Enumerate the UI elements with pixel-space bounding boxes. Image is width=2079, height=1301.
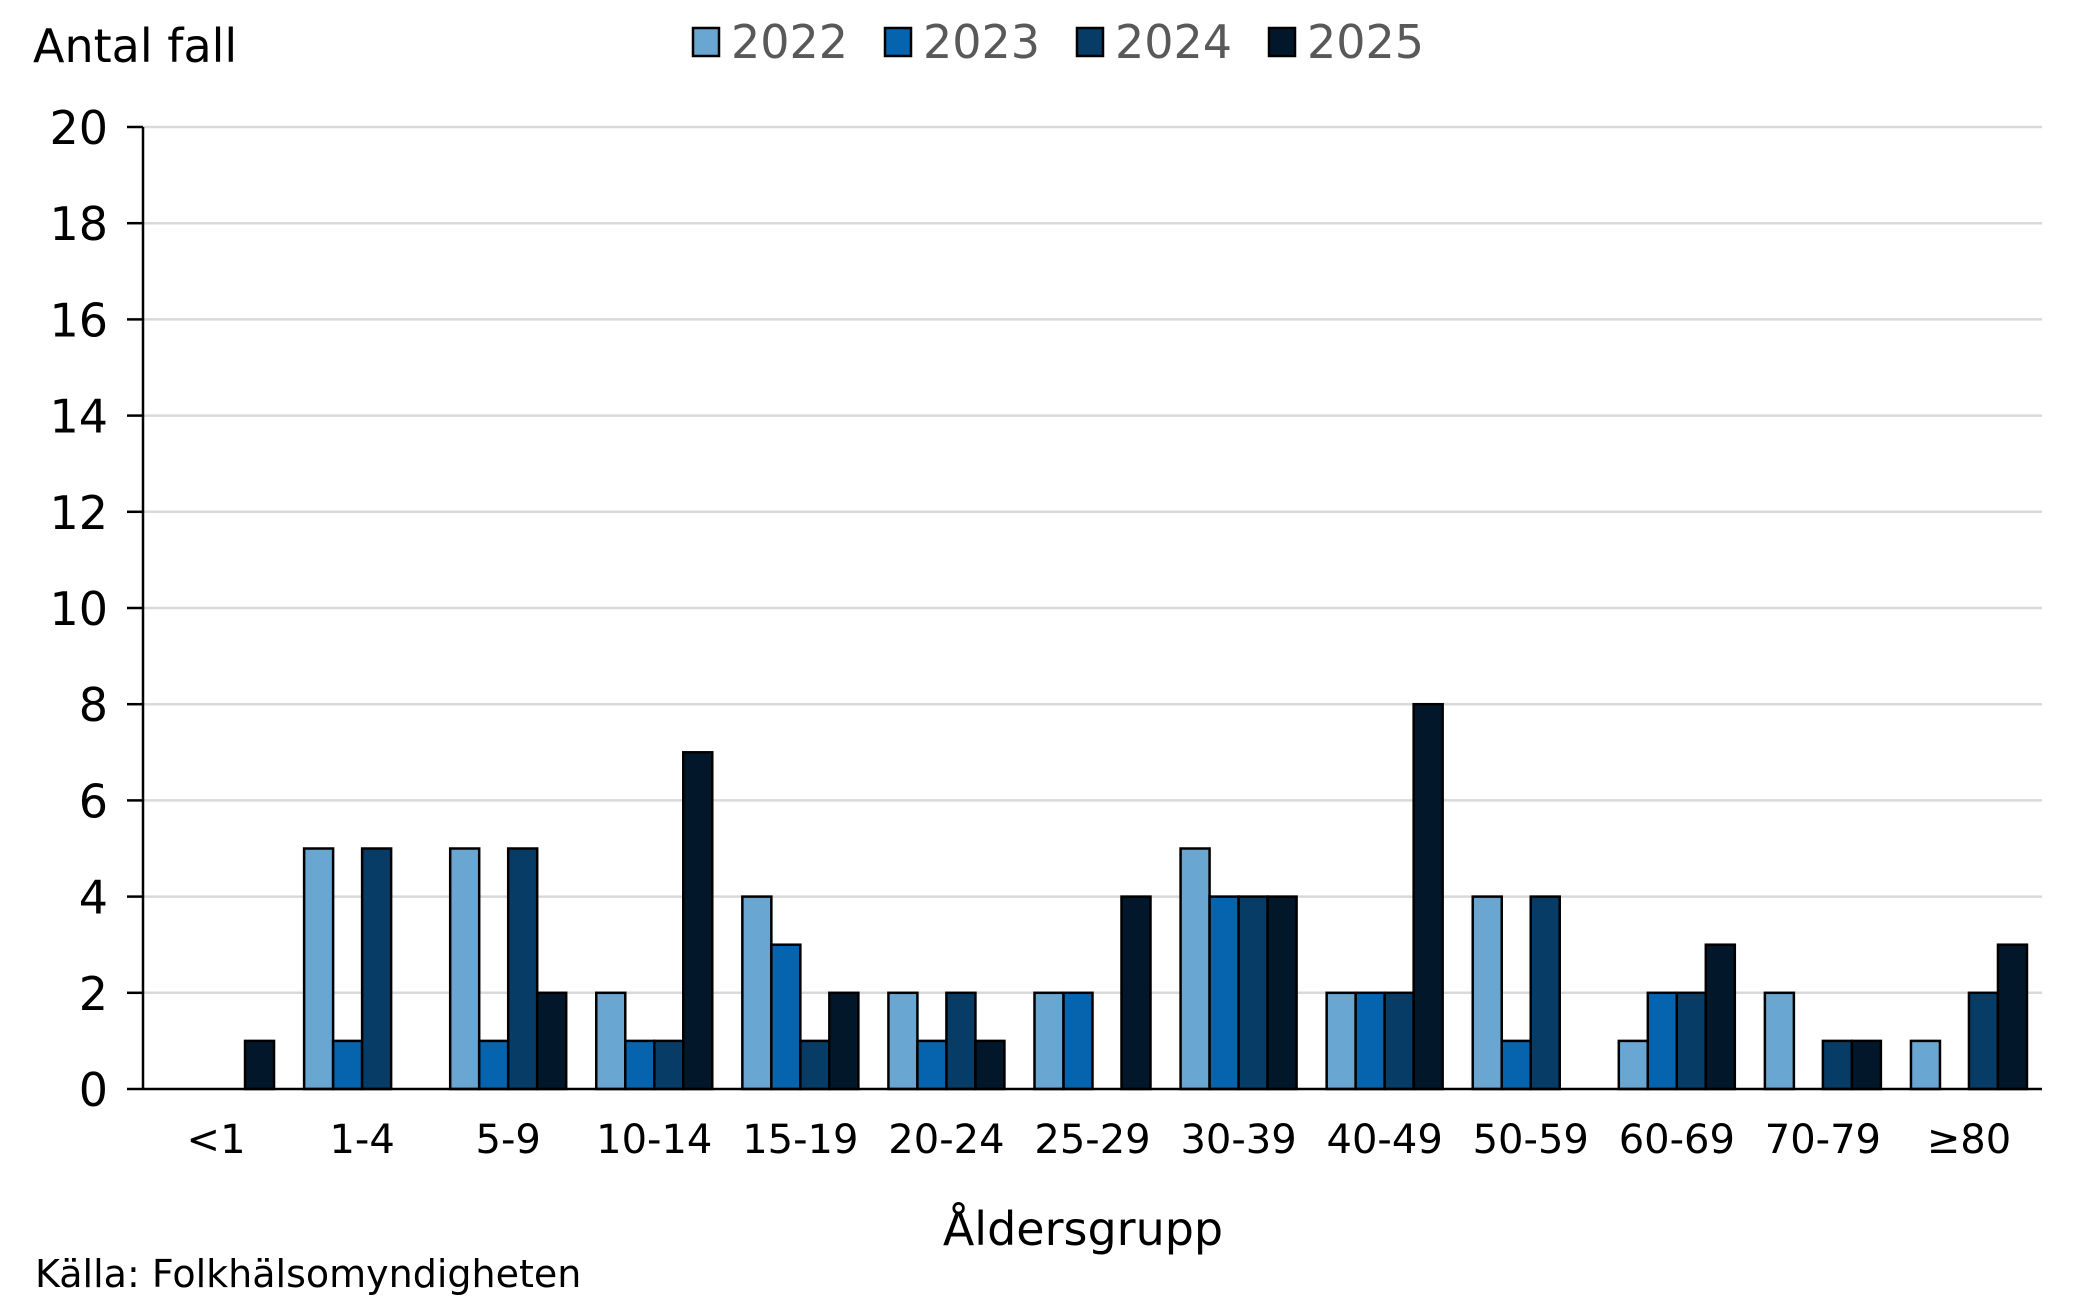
legend-swatch-2025 <box>1267 26 1297 58</box>
bar-2022-60-69 <box>1617 1039 1650 1091</box>
bar-2025-≥80 <box>1996 943 2029 1091</box>
bar-2024-10-14 <box>653 1039 685 1091</box>
x-tick-label: <1 <box>187 1117 246 1163</box>
x-tick-label: 20-24 <box>888 1117 1004 1163</box>
bar-2024-30-39 <box>1237 895 1269 1091</box>
bar-2023-5-9 <box>477 1039 510 1091</box>
bar-2023-10-14 <box>624 1039 656 1091</box>
bar-2024-5-9 <box>506 847 539 1091</box>
bar-2022-1-4 <box>302 847 335 1091</box>
bar-2024-70-79 <box>1821 1039 1854 1091</box>
x-tick-label: 50-59 <box>1473 1117 1589 1163</box>
x-tick-label: 15-19 <box>742 1117 858 1163</box>
x-tick-label: 5-9 <box>476 1117 541 1163</box>
y-axis-label: Antal fall <box>33 19 237 73</box>
legend: 2022 2023 2024 2025 <box>691 15 1424 69</box>
legend-label-2024: 2024 <box>1115 15 1232 69</box>
gridlines <box>143 125 2042 995</box>
bars <box>243 702 2029 1091</box>
y-tick-label: 18 <box>49 197 108 251</box>
bar-2022-40-49 <box>1325 991 1357 1091</box>
bar-2022-15-19 <box>741 895 773 1091</box>
bar-2022-50-59 <box>1471 895 1503 1091</box>
bar-2022-30-39 <box>1179 847 1211 1091</box>
bar-2024-≥80 <box>1967 991 2000 1091</box>
y-tick-label: 12 <box>49 486 108 540</box>
x-tick-labels: <1 1-4 5-9 10-14 15-19 20-24 25-29 30-39 40-49 50… <box>187 1117 2012 1163</box>
y-tick-label: 6 <box>79 774 108 828</box>
legend-label-2023: 2023 <box>923 15 1040 69</box>
bar-2024-1-4 <box>360 847 393 1091</box>
legend-label-2025: 2025 <box>1307 15 1424 69</box>
bar-2023-25-29 <box>1062 991 1094 1091</box>
bar-2023-20-24 <box>916 1039 948 1091</box>
legend-swatch-2023 <box>883 26 913 58</box>
y-tick-label: 8 <box>79 678 108 732</box>
bar-2024-60-69 <box>1675 991 1708 1091</box>
y-tick-label: 14 <box>49 390 108 444</box>
x-tick-label: 60-69 <box>1619 1117 1735 1163</box>
bar-2025-15-19 <box>828 991 860 1091</box>
bar-2022-10-14 <box>595 991 627 1091</box>
bar-2023-1-4 <box>331 1039 364 1091</box>
legend-swatch-2022 <box>691 26 721 58</box>
bar-2022-20-24 <box>887 991 919 1091</box>
bar-2025-30-39 <box>1266 895 1298 1091</box>
bar-2023-30-39 <box>1208 895 1240 1091</box>
bar-2025-40-49 <box>1412 702 1444 1091</box>
y-tick-label: 2 <box>79 967 108 1021</box>
bar-2022-70-79 <box>1763 991 1796 1091</box>
bar-2023-15-19 <box>770 943 802 1091</box>
y-tick-label: 0 <box>79 1063 108 1117</box>
bar-2025-60-69 <box>1704 943 1737 1091</box>
x-tick-label: 1-4 <box>329 1117 394 1163</box>
bar-2025-10-14 <box>682 751 714 1091</box>
y-tick-label: 4 <box>79 871 108 925</box>
x-tick-label: 25-29 <box>1034 1117 1150 1163</box>
bar-2024-50-59 <box>1529 895 1561 1091</box>
bar-2024-40-49 <box>1383 991 1415 1091</box>
bar-2025-25-29 <box>1120 895 1152 1091</box>
x-tick-label: 40-49 <box>1327 1117 1443 1163</box>
x-axis-label: Åldersgrupp <box>943 1202 1223 1256</box>
bar-2023-50-59 <box>1500 1039 1532 1091</box>
bar-2023-60-69 <box>1646 991 1679 1091</box>
x-tick-label: 30-39 <box>1180 1117 1296 1163</box>
bar-2025-<1 <box>243 1039 276 1091</box>
source-note: Källa: Folkhälsomyndigheten <box>35 1252 582 1296</box>
bar-2024-20-24 <box>945 991 977 1091</box>
bar-2022-5-9 <box>448 847 481 1091</box>
bar-2025-5-9 <box>535 991 568 1091</box>
y-tick-labels: 0 2 4 6 8 10 12 14 16 18 20 <box>49 101 108 1117</box>
bar-2024-15-19 <box>799 1039 831 1091</box>
bar-2022-≥80 <box>1909 1039 1942 1091</box>
bar-2025-20-24 <box>974 1039 1006 1091</box>
legend-label-2022: 2022 <box>731 15 848 69</box>
x-tick-label: 70-79 <box>1765 1117 1881 1163</box>
axes <box>127 125 2042 1091</box>
y-tick-label: 10 <box>49 582 108 636</box>
bar-2025-70-79 <box>1850 1039 1883 1091</box>
y-tick-label: 16 <box>49 293 108 347</box>
bar-2023-40-49 <box>1354 991 1386 1091</box>
legend-swatch-2024 <box>1075 26 1105 58</box>
x-tick-label: 10-14 <box>596 1117 712 1163</box>
x-tick-label: ≥80 <box>1927 1117 2011 1163</box>
y-tick-label: 20 <box>49 101 108 155</box>
bar-2022-25-29 <box>1033 991 1065 1091</box>
